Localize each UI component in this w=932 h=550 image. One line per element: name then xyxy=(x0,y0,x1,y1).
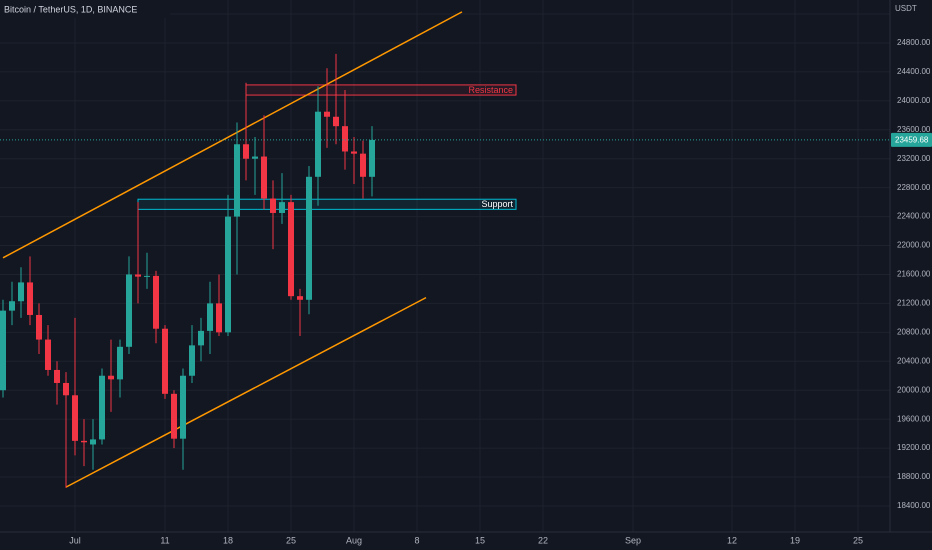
candle-body xyxy=(243,144,249,159)
chart-title: Bitcoin / TetherUS, 1D, BINANCE xyxy=(4,4,137,14)
last-price-label: 23459.68 xyxy=(895,136,929,145)
x-tick-label: 22 xyxy=(538,535,548,545)
candle-body xyxy=(288,202,294,297)
candle-body xyxy=(108,375,114,380)
candle-body xyxy=(135,274,141,277)
y-tick-label: 21600.00 xyxy=(897,270,931,279)
price-axis xyxy=(890,0,932,550)
zone-box xyxy=(137,198,517,210)
y-tick-label: 24000.00 xyxy=(897,96,931,105)
candle-body xyxy=(252,156,258,159)
candle-body xyxy=(117,346,123,380)
candle-body xyxy=(54,369,60,383)
trend-line xyxy=(2,11,463,259)
candle-body xyxy=(153,275,159,329)
candle-body xyxy=(126,274,132,347)
candle-body xyxy=(144,275,150,277)
y-tick-label: 19200.00 xyxy=(897,443,931,452)
candle-body xyxy=(27,282,33,315)
x-tick-label: 18 xyxy=(223,535,233,545)
y-tick-label: 24800.00 xyxy=(897,38,931,47)
x-tick-label: 25 xyxy=(286,535,296,545)
title-bg xyxy=(0,0,170,18)
candle-body xyxy=(270,198,276,213)
y-tick-label: 18400.00 xyxy=(897,501,931,510)
candle-body xyxy=(360,153,366,177)
y-tick-label: 20400.00 xyxy=(897,356,931,365)
zone-label: Support xyxy=(481,199,513,209)
candle-body xyxy=(63,382,69,396)
x-tick-label: Aug xyxy=(346,535,362,545)
candle-body xyxy=(324,111,330,117)
candle-body xyxy=(333,116,339,127)
candle-body xyxy=(342,126,348,152)
x-tick-label: 11 xyxy=(160,535,169,545)
y-tick-label: 18800.00 xyxy=(897,472,931,481)
x-tick-label: 19 xyxy=(790,535,800,545)
y-tick-label: 21200.00 xyxy=(897,299,931,308)
currency-bg xyxy=(891,0,932,17)
y-tick-label: 20000.00 xyxy=(897,385,931,394)
y-tick-label: 20800.00 xyxy=(897,327,931,336)
candle-body xyxy=(171,393,177,439)
candle-body xyxy=(189,345,195,376)
candle-body xyxy=(225,216,231,333)
y-tick-label: 22800.00 xyxy=(897,183,931,192)
currency-label: USDT xyxy=(895,4,917,13)
candle-body xyxy=(90,439,96,445)
candle-body xyxy=(234,144,240,217)
x-tick-label: Sep xyxy=(625,535,641,545)
candle-body xyxy=(72,395,78,441)
candle-body xyxy=(81,440,87,443)
candle-body xyxy=(351,151,357,154)
y-tick-label: 22000.00 xyxy=(897,241,931,250)
candle-body xyxy=(306,176,312,300)
candle-body xyxy=(279,202,285,213)
candle-body xyxy=(216,303,222,333)
candle-body xyxy=(369,139,375,177)
candle-body xyxy=(315,111,321,177)
y-tick-label: 19600.00 xyxy=(897,414,931,423)
y-tick-label: 23200.00 xyxy=(897,154,931,163)
candle-body xyxy=(198,330,204,346)
y-tick-label: 23600.00 xyxy=(897,125,931,134)
candle-body xyxy=(0,310,6,391)
candle-body xyxy=(45,339,51,370)
candle-body xyxy=(297,296,303,300)
candle-body xyxy=(162,328,168,394)
zone-label: Resistance xyxy=(468,85,513,95)
candle-layer xyxy=(0,53,890,488)
x-tick-label: 8 xyxy=(414,535,419,545)
candle-body xyxy=(207,303,213,331)
candle-body xyxy=(9,301,15,311)
x-tick-label: Jul xyxy=(69,535,81,545)
y-tick-label: 22400.00 xyxy=(897,212,931,221)
candle-body xyxy=(180,375,186,439)
x-tick-label: 15 xyxy=(475,535,485,545)
trend-line xyxy=(65,296,427,488)
last-price-tag xyxy=(891,132,932,147)
y-tick-label: 24400.00 xyxy=(897,67,931,76)
candle-body xyxy=(36,314,42,340)
x-tick-label: 12 xyxy=(727,535,737,545)
candle-body xyxy=(261,156,267,199)
candle-body xyxy=(99,375,105,440)
candle-body xyxy=(18,282,24,302)
x-tick-label: 25 xyxy=(853,535,863,545)
